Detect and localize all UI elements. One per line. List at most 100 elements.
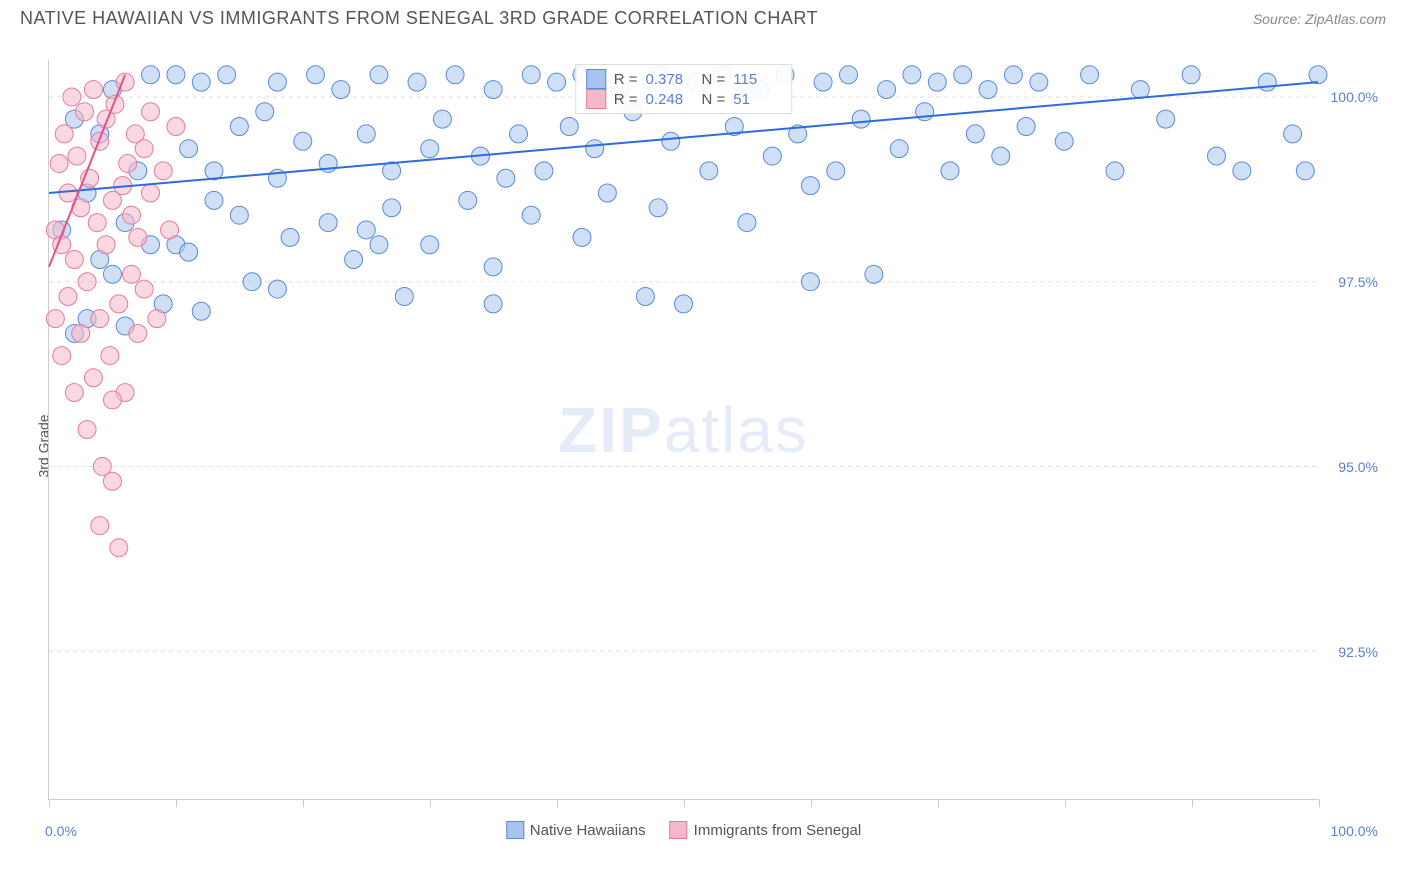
stats-row-series2: R = 0.248 N = 51 bbox=[586, 89, 782, 109]
chart-plot-area: ZIPatlas 92.5%95.0%97.5%100.0% 0.0% 100.… bbox=[48, 60, 1318, 800]
data-point bbox=[129, 228, 147, 246]
data-point bbox=[357, 125, 375, 143]
data-point bbox=[1296, 162, 1314, 180]
x-tick bbox=[303, 799, 304, 807]
data-point bbox=[1233, 162, 1251, 180]
data-point bbox=[954, 66, 972, 84]
data-point bbox=[941, 162, 959, 180]
data-point bbox=[135, 280, 153, 298]
y-tick-label: 97.5% bbox=[1338, 274, 1378, 290]
data-point bbox=[192, 73, 210, 91]
data-point bbox=[865, 265, 883, 283]
data-point bbox=[76, 103, 94, 121]
data-point bbox=[103, 472, 121, 490]
data-point bbox=[408, 73, 426, 91]
data-point bbox=[992, 147, 1010, 165]
data-point bbox=[243, 273, 261, 291]
data-point bbox=[319, 214, 337, 232]
data-point bbox=[1258, 73, 1276, 91]
x-tick bbox=[811, 799, 812, 807]
data-point bbox=[801, 177, 819, 195]
data-point bbox=[91, 310, 109, 328]
data-point bbox=[230, 206, 248, 224]
data-point bbox=[167, 118, 185, 136]
data-point bbox=[421, 140, 439, 158]
legend-swatch-1 bbox=[506, 821, 524, 839]
data-point bbox=[63, 88, 81, 106]
x-tick bbox=[1192, 799, 1193, 807]
data-point bbox=[827, 162, 845, 180]
data-point bbox=[122, 206, 140, 224]
data-point bbox=[484, 81, 502, 99]
legend-item-2: Immigrants from Senegal bbox=[670, 821, 862, 839]
data-point bbox=[586, 140, 604, 158]
data-point bbox=[890, 140, 908, 158]
data-point bbox=[484, 258, 502, 276]
data-point bbox=[675, 295, 693, 313]
data-point bbox=[103, 265, 121, 283]
data-point bbox=[148, 310, 166, 328]
data-point bbox=[839, 66, 857, 84]
data-point bbox=[161, 221, 179, 239]
data-point bbox=[1030, 73, 1048, 91]
legend-label-2: Immigrants from Senegal bbox=[694, 822, 862, 839]
data-point bbox=[68, 147, 86, 165]
data-point bbox=[122, 265, 140, 283]
data-point bbox=[522, 66, 540, 84]
data-point bbox=[1106, 162, 1124, 180]
r-value-2: 0.248 bbox=[646, 91, 694, 108]
data-point bbox=[903, 66, 921, 84]
data-point bbox=[484, 295, 502, 313]
data-point bbox=[878, 81, 896, 99]
data-point bbox=[966, 125, 984, 143]
data-point bbox=[928, 73, 946, 91]
x-tick bbox=[684, 799, 685, 807]
data-point bbox=[763, 147, 781, 165]
data-point bbox=[46, 310, 64, 328]
r-label: R = bbox=[614, 71, 638, 88]
data-point bbox=[84, 81, 102, 99]
data-point bbox=[129, 324, 147, 342]
data-point bbox=[119, 154, 137, 172]
data-point bbox=[636, 287, 654, 305]
data-point bbox=[497, 169, 515, 187]
data-point bbox=[65, 251, 83, 269]
r-label: R = bbox=[614, 91, 638, 108]
data-point bbox=[1309, 66, 1327, 84]
data-point bbox=[88, 214, 106, 232]
n-value-2: 51 bbox=[733, 91, 781, 108]
data-point bbox=[84, 369, 102, 387]
data-point bbox=[205, 191, 223, 209]
x-tick bbox=[49, 799, 50, 807]
data-point bbox=[167, 66, 185, 84]
x-tick bbox=[557, 799, 558, 807]
data-point bbox=[1017, 118, 1035, 136]
legend-label-1: Native Hawaiians bbox=[530, 822, 646, 839]
data-point bbox=[421, 236, 439, 254]
data-point bbox=[142, 66, 160, 84]
data-point bbox=[1131, 81, 1149, 99]
stats-swatch-2 bbox=[586, 89, 606, 109]
data-point bbox=[332, 81, 350, 99]
data-point bbox=[268, 73, 286, 91]
data-point bbox=[97, 236, 115, 254]
data-point bbox=[91, 517, 109, 535]
data-point bbox=[230, 118, 248, 136]
data-point bbox=[103, 391, 121, 409]
data-point bbox=[598, 184, 616, 202]
data-point bbox=[306, 66, 324, 84]
legend-item-1: Native Hawaiians bbox=[506, 821, 646, 839]
data-point bbox=[110, 295, 128, 313]
data-point bbox=[53, 347, 71, 365]
data-point bbox=[192, 302, 210, 320]
chart-header: NATIVE HAWAIIAN VS IMMIGRANTS FROM SENEG… bbox=[0, 0, 1406, 33]
data-point bbox=[522, 206, 540, 224]
data-point bbox=[573, 228, 591, 246]
data-point bbox=[101, 347, 119, 365]
data-point bbox=[154, 162, 172, 180]
data-point bbox=[281, 228, 299, 246]
data-point bbox=[700, 162, 718, 180]
x-tick bbox=[1319, 799, 1320, 807]
y-tick-label: 100.0% bbox=[1331, 89, 1378, 105]
data-point bbox=[59, 287, 77, 305]
